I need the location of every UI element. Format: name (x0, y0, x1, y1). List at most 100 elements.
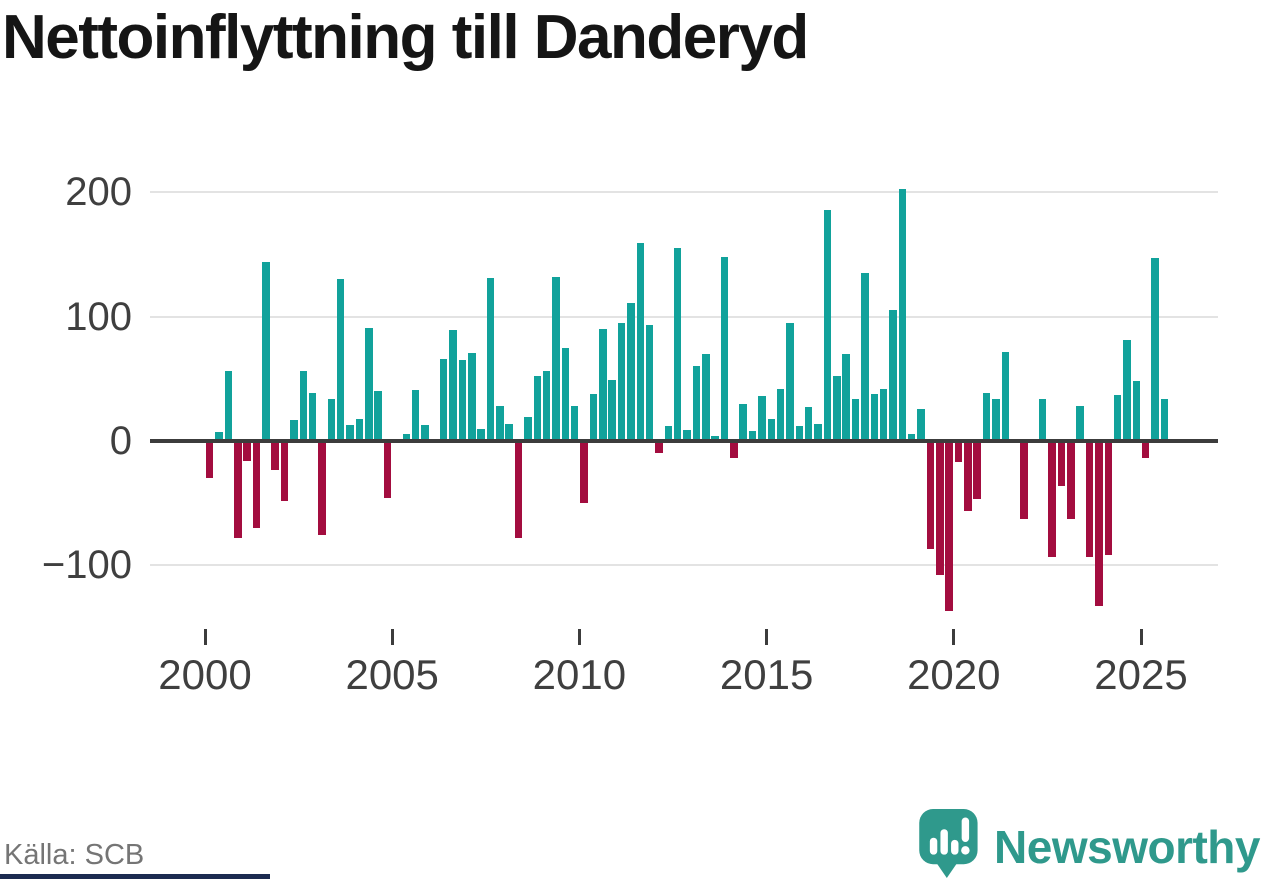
bar-2007-q1[interactable] (468, 352, 476, 441)
bar-2016-q4[interactable] (833, 376, 841, 441)
bar-2017-q2[interactable] (851, 398, 860, 441)
bar-2012-q3[interactable] (673, 248, 682, 441)
bar-2016-q3[interactable] (823, 209, 832, 441)
bar-2025-q2[interactable] (1151, 258, 1159, 441)
bar-2001-q4[interactable] (271, 441, 279, 470)
bar-2020-q2[interactable] (964, 441, 972, 511)
bar-2011-q1[interactable] (617, 322, 626, 441)
bar-2005-q3[interactable] (411, 390, 420, 441)
bar-2008-q2[interactable] (514, 441, 523, 538)
bar-2003-q3[interactable] (336, 279, 345, 441)
bar-2013-q1[interactable] (692, 366, 701, 441)
bar-2009-q4[interactable] (570, 406, 579, 441)
bar-2021-q2[interactable] (1001, 351, 1010, 441)
bar-2022-q2[interactable] (1038, 398, 1047, 441)
bar-2001-q2[interactable] (252, 441, 261, 528)
bar-2023-q2[interactable] (1076, 406, 1084, 441)
bar-2019-q1[interactable] (917, 408, 925, 441)
bar-2003-q2[interactable] (327, 398, 336, 441)
bar-2010-q2[interactable] (589, 393, 598, 441)
bar-2000-q3[interactable] (224, 371, 233, 441)
bar-2013-q3[interactable] (711, 436, 719, 441)
bar-2014-q1[interactable] (730, 441, 738, 459)
bar-2019-q3[interactable] (936, 441, 944, 576)
bar-2012-q1[interactable] (655, 441, 663, 454)
bar-2002-q2[interactable] (290, 419, 298, 441)
bar-2000-q2[interactable] (215, 432, 223, 441)
bar-2016-q1[interactable] (804, 407, 813, 441)
bar-2004-q1[interactable] (355, 418, 364, 441)
bar-2012-q4[interactable] (683, 429, 691, 441)
bar-2000-q1[interactable] (205, 441, 214, 479)
bar-2007-q3[interactable] (486, 278, 495, 441)
bar-2007-q2[interactable] (477, 428, 485, 441)
bar-2002-q1[interactable] (280, 441, 289, 501)
bar-2011-q2[interactable] (627, 303, 635, 441)
bar-2013-q2[interactable] (702, 353, 710, 441)
bar-2022-q3[interactable] (1048, 441, 1056, 557)
bar-2007-q4[interactable] (496, 406, 504, 441)
bar-2003-q1[interactable] (318, 441, 326, 536)
bar-2004-q2[interactable] (365, 327, 373, 441)
bar-2009-q1[interactable] (542, 371, 551, 441)
bar-2018-q1[interactable] (879, 388, 888, 441)
bar-2017-q3[interactable] (861, 273, 869, 441)
bar-2015-q1[interactable] (767, 418, 776, 441)
bar-2004-q4[interactable] (383, 441, 392, 499)
bar-2024-q3[interactable] (1123, 340, 1131, 441)
bar-2020-q3[interactable] (973, 441, 981, 500)
bar-2001-q1[interactable] (243, 441, 251, 461)
bar-2025-q1[interactable] (1141, 441, 1150, 459)
bar-2014-q4[interactable] (758, 396, 766, 441)
bar-2003-q4[interactable] (346, 424, 354, 441)
bar-2012-q2[interactable] (664, 426, 673, 441)
bar-2023-q3[interactable] (1085, 441, 1094, 557)
bar-2014-q2[interactable] (739, 403, 747, 441)
bar-2024-q4[interactable] (1132, 381, 1141, 441)
bar-2011-q4[interactable] (645, 325, 654, 441)
bar-2018-q2[interactable] (889, 310, 897, 441)
bar-2023-q4[interactable] (1095, 441, 1103, 607)
bar-2002-q3[interactable] (299, 371, 308, 441)
bar-2008-q4[interactable] (533, 376, 542, 441)
bar-2018-q4[interactable] (907, 433, 916, 441)
bar-2019-q2[interactable] (926, 441, 935, 550)
bar-2015-q4[interactable] (795, 426, 804, 441)
bar-2010-q1[interactable] (580, 441, 588, 504)
bar-2006-q3[interactable] (449, 330, 457, 441)
bar-2002-q4[interactable] (308, 392, 317, 441)
bar-2010-q4[interactable] (608, 380, 616, 441)
bar-2022-q4[interactable] (1057, 441, 1066, 486)
bar-2015-q3[interactable] (786, 322, 794, 441)
bar-2024-q1[interactable] (1104, 441, 1112, 556)
bar-2005-q4[interactable] (421, 424, 429, 441)
bar-2018-q3[interactable] (898, 188, 907, 441)
bar-2021-q4[interactable] (1020, 441, 1028, 520)
bar-2020-q4[interactable] (982, 392, 991, 441)
bar-2014-q3[interactable] (748, 431, 757, 441)
bar-2011-q3[interactable] (636, 243, 644, 441)
bar-2005-q2[interactable] (402, 433, 410, 441)
bar-2006-q2[interactable] (439, 358, 448, 441)
bar-2023-q1[interactable] (1067, 441, 1075, 520)
bar-2020-q1[interactable] (954, 441, 963, 463)
bar-2000-q4[interactable] (234, 441, 242, 538)
bar-2004-q3[interactable] (374, 391, 382, 441)
bar-2015-q2[interactable] (776, 388, 785, 441)
bar-2017-q4[interactable] (870, 393, 878, 441)
bar-2017-q1[interactable] (842, 353, 850, 441)
bar-2009-q3[interactable] (561, 347, 570, 441)
bar-2001-q3[interactable] (262, 262, 270, 441)
bar-2008-q3[interactable] (524, 417, 532, 441)
bar-2006-q4[interactable] (458, 360, 467, 441)
bar-2016-q2[interactable] (814, 423, 822, 441)
bar-2019-q4[interactable] (945, 441, 953, 612)
bar-2008-q1[interactable] (505, 423, 513, 441)
bar-2024-q2[interactable] (1113, 395, 1122, 441)
bar-2009-q2[interactable] (552, 276, 560, 441)
bar-2013-q4[interactable] (720, 257, 729, 441)
bar-2010-q3[interactable] (599, 329, 607, 441)
newsworthy-logo[interactable]: Newsworthy (918, 808, 1260, 878)
bar-2021-q1[interactable] (992, 398, 1000, 441)
bar-2025-q3[interactable] (1160, 398, 1169, 441)
